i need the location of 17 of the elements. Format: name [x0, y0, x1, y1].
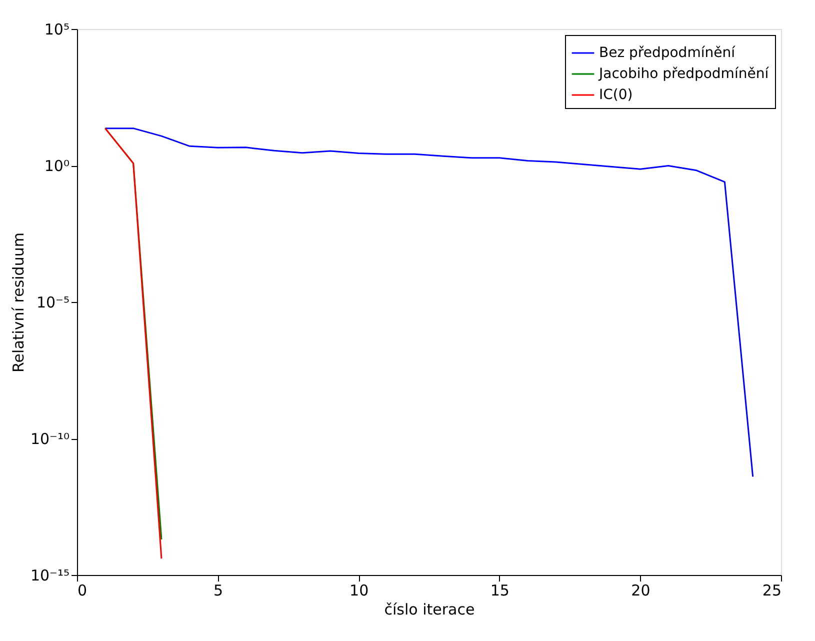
y-tick-label: 10⁻¹⁵: [30, 566, 70, 584]
y-tick-label: 10⁵: [44, 20, 70, 38]
line-series: [104, 128, 754, 478]
y-tick-label: 10⁻¹⁰: [30, 430, 70, 448]
x-tick-label: 25: [762, 582, 782, 600]
y-axis-title: Relativní residuum: [9, 232, 28, 372]
x-tick-label: 15: [490, 582, 510, 600]
legend-label: Bez předpodmínění: [599, 45, 736, 61]
x-tick-label: 10: [350, 582, 369, 600]
y-tick-label: 10⁻⁵: [36, 294, 70, 312]
x-tick-label: 5: [214, 582, 224, 600]
legend-label: Jacobiho předpodmínění: [598, 66, 770, 82]
x-tick-label: 20: [631, 582, 650, 600]
x-tick-label: 0: [78, 582, 88, 600]
y-tick-label: 10⁰: [44, 157, 70, 175]
legend-label: IC(0): [599, 87, 633, 103]
x-axis-title: číslo iterace: [384, 600, 475, 618]
